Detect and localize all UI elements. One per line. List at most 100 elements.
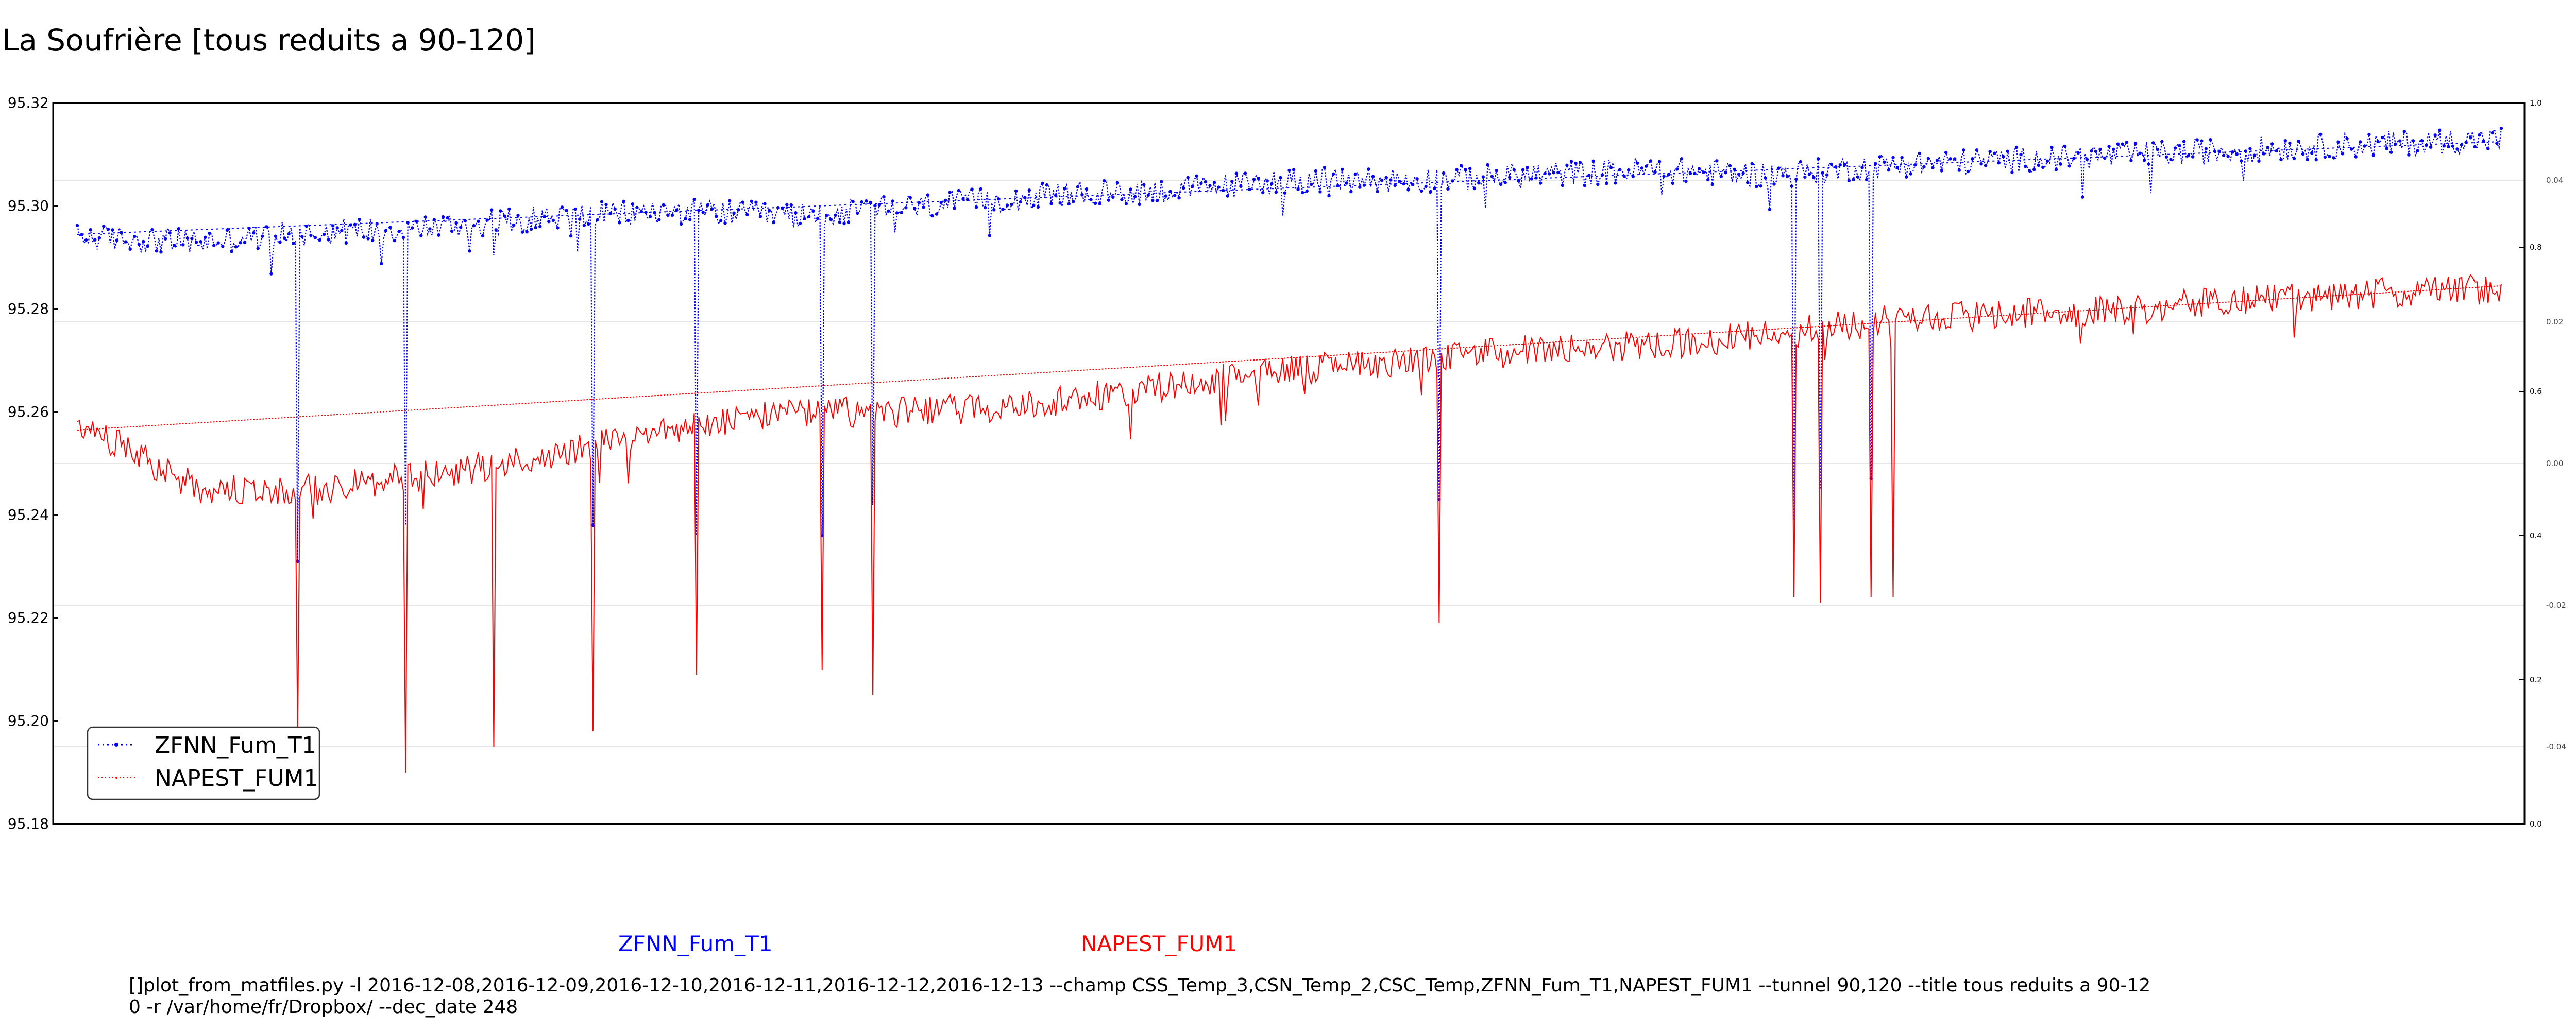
data-point bbox=[1768, 208, 1772, 211]
data-point bbox=[142, 239, 145, 244]
data-point bbox=[1429, 190, 1432, 194]
y-tick-label: 95.30 bbox=[8, 197, 49, 214]
data-point bbox=[194, 241, 198, 244]
data-point bbox=[631, 202, 635, 206]
data-point bbox=[723, 221, 727, 225]
data-point bbox=[1481, 175, 1485, 179]
data-point bbox=[2407, 153, 2411, 157]
data-point bbox=[2090, 149, 2093, 153]
data-point bbox=[2187, 153, 2190, 158]
data-point bbox=[1252, 178, 1256, 181]
y-tick-label: 95.32 bbox=[8, 94, 49, 111]
data-point bbox=[146, 244, 150, 248]
data-point bbox=[1776, 166, 1781, 170]
data-point bbox=[1979, 162, 1983, 166]
data-point bbox=[1627, 168, 1631, 172]
data-point bbox=[2499, 126, 2503, 130]
right-grid-label: -0.02 bbox=[2546, 600, 2566, 610]
trend-line bbox=[77, 141, 2502, 235]
data-point bbox=[1684, 179, 1688, 183]
data-point bbox=[1799, 160, 1802, 164]
data-point bbox=[706, 203, 709, 207]
data-point bbox=[520, 230, 524, 234]
data-point bbox=[811, 209, 815, 213]
data-point bbox=[2359, 140, 2362, 144]
data-point bbox=[1702, 170, 1705, 174]
data-point bbox=[1737, 173, 1741, 176]
data-point bbox=[626, 218, 630, 222]
data-point bbox=[1173, 194, 1177, 197]
data-point bbox=[2169, 158, 2173, 161]
legend-box bbox=[87, 726, 320, 800]
data-point bbox=[2032, 168, 2036, 171]
data-point bbox=[282, 236, 286, 241]
data-point bbox=[1265, 179, 1269, 183]
data-point bbox=[1786, 175, 1789, 178]
data-point bbox=[1574, 161, 1578, 165]
data-point bbox=[745, 213, 749, 216]
data-point bbox=[1455, 168, 1459, 171]
data-point bbox=[1812, 176, 1816, 179]
data-point bbox=[1129, 187, 1132, 191]
data-point bbox=[503, 214, 506, 218]
data-point bbox=[1270, 182, 1274, 186]
data-point bbox=[2014, 145, 2019, 149]
data-point bbox=[543, 215, 547, 219]
data-point bbox=[111, 228, 114, 232]
data-point bbox=[1419, 189, 1423, 193]
data-point bbox=[1649, 159, 1653, 163]
data-point bbox=[2292, 157, 2296, 161]
data-point bbox=[1829, 162, 1833, 166]
data-point bbox=[1975, 148, 1979, 152]
data-point bbox=[2209, 138, 2212, 142]
data-point bbox=[1327, 194, 1331, 198]
data-point bbox=[1688, 171, 1692, 175]
legend-label-zfnn: ZFNN_Fum_T1 bbox=[155, 732, 316, 759]
data-point bbox=[2389, 150, 2393, 154]
data-point bbox=[538, 225, 542, 228]
data-point bbox=[2085, 158, 2089, 161]
data-point bbox=[1023, 196, 1027, 200]
data-point bbox=[1653, 170, 1657, 174]
data-point bbox=[1472, 186, 1476, 191]
data-point bbox=[965, 198, 970, 201]
data-point bbox=[895, 211, 899, 215]
data-point bbox=[891, 199, 894, 203]
data-point bbox=[807, 215, 811, 218]
data-point bbox=[2332, 156, 2336, 160]
data-point bbox=[1477, 181, 1481, 185]
data-point bbox=[432, 218, 436, 221]
data-point bbox=[252, 231, 256, 235]
data-point bbox=[388, 226, 392, 229]
data-point bbox=[2200, 139, 2204, 143]
data-point bbox=[825, 214, 828, 217]
y-tick-label: 95.26 bbox=[8, 403, 49, 420]
data-point bbox=[1014, 189, 1018, 193]
data-point bbox=[397, 230, 401, 233]
data-point bbox=[274, 234, 278, 238]
data-point bbox=[1376, 190, 1379, 193]
data-point bbox=[1133, 195, 1137, 198]
data-point bbox=[234, 245, 238, 249]
data-point bbox=[2495, 141, 2499, 145]
data-point bbox=[318, 238, 321, 242]
data-point bbox=[2019, 152, 2023, 157]
data-point bbox=[1913, 163, 1917, 167]
data-point bbox=[1208, 184, 1212, 187]
data-point bbox=[2402, 130, 2406, 133]
data-point bbox=[1772, 182, 1776, 186]
data-point bbox=[2345, 136, 2349, 141]
data-point bbox=[1561, 183, 1565, 187]
data-point bbox=[1168, 190, 1172, 193]
y-tick-label: 95.28 bbox=[8, 300, 49, 317]
data-point bbox=[1816, 157, 1820, 161]
data-point bbox=[1569, 160, 1573, 163]
data-point bbox=[2160, 140, 2164, 143]
right-grid-label: -0.04 bbox=[2546, 742, 2566, 751]
data-point bbox=[1852, 178, 1855, 181]
data-point bbox=[2460, 143, 2464, 147]
data-point bbox=[1433, 186, 1436, 191]
right-axis: 0.0 0.2 0.4 0.6 0.8 1.0 -0.04 -0.02 0.00 0.02 0.04 bbox=[2519, 98, 2566, 829]
data-point bbox=[2204, 147, 2208, 151]
data-point bbox=[1415, 177, 1419, 181]
